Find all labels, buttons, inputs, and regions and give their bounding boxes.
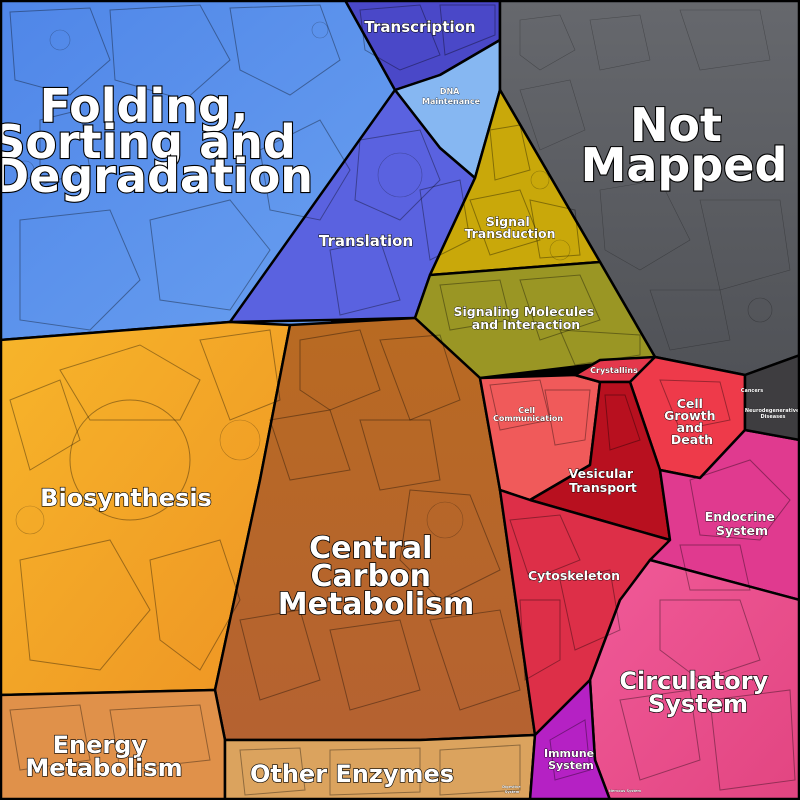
label-neurodegenerative: Neurodegenerative Diseases <box>745 408 800 420</box>
label-digestive: Digestive System <box>502 785 522 794</box>
label-dna-maintenance: DNA Maintenance <box>422 87 481 106</box>
label-crystallins: Crystallins <box>590 366 638 375</box>
label-circulatory: Circulatory System <box>619 667 776 718</box>
label-vesicular-transport: Vesicular Transport <box>569 466 638 495</box>
label-transcription: Transcription <box>364 18 475 36</box>
label-central-carbon: Central Carbon Metabolism <box>278 531 475 622</box>
label-other-enzymes: Other Enzymes <box>250 760 454 788</box>
label-biosynthesis: Biosynthesis <box>40 484 212 512</box>
label-cytoskeleton: Cytoskeleton <box>528 568 620 583</box>
region-signaling-molecules[interactable] <box>413 260 657 380</box>
label-signal-transduction: Signal Transduction <box>464 214 555 241</box>
label-immune: Immune System <box>544 747 598 772</box>
label-folding: Folding, Sorting and Degradation <box>0 79 313 203</box>
label-cell-communication: Cell Communication <box>493 406 563 423</box>
label-translation: Translation <box>319 232 413 250</box>
label-not-mapped: Not Mapped <box>581 98 788 192</box>
label-cancers: Cancers <box>741 388 763 394</box>
label-endocrine: Endocrine System <box>705 509 780 538</box>
cell-texture <box>9 4 796 796</box>
region-cancers[interactable] <box>743 353 800 442</box>
label-energy-metabolism: Energy Metabolism <box>25 731 182 782</box>
region-immune[interactable] <box>528 678 612 800</box>
label-cell-growth: Cell Growth and Death <box>664 396 720 447</box>
label-nervous: Nervous System <box>609 789 641 793</box>
label-signaling-molecules: Signaling Molecules and Interaction <box>454 304 599 332</box>
